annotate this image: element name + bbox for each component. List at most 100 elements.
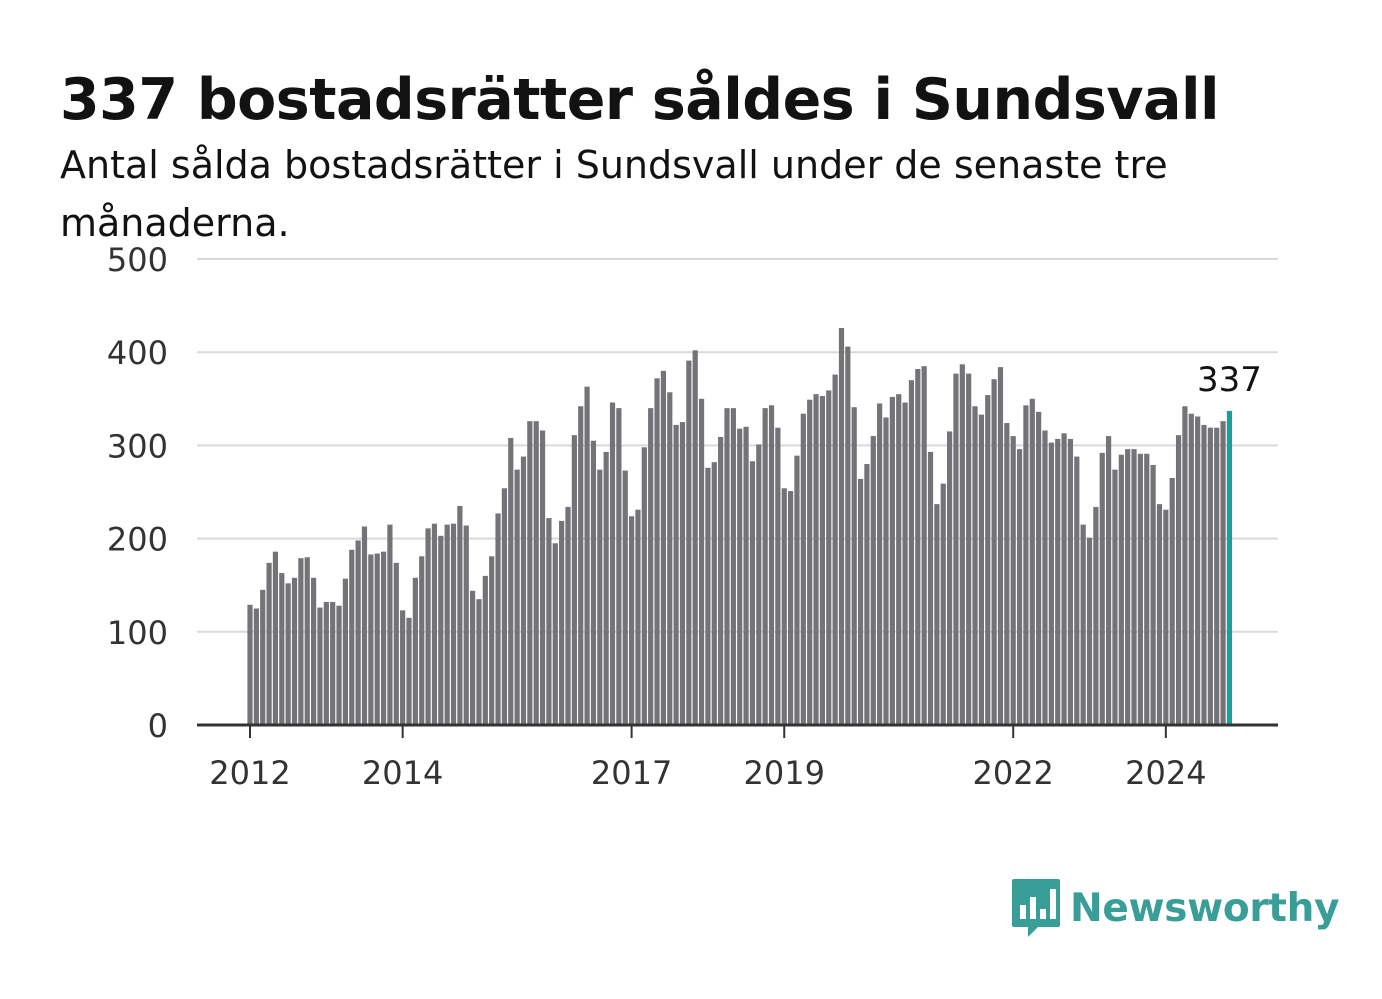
- bar: [692, 350, 698, 725]
- bar: [616, 408, 622, 725]
- bar: [794, 455, 800, 725]
- bar: [323, 601, 329, 725]
- bar: [1010, 436, 1016, 725]
- y-tick-label: 0: [148, 707, 168, 745]
- chart-title: 337 bostadsrätter såldes i Sundsvall: [60, 67, 1220, 133]
- bar: [508, 437, 514, 725]
- x-axis-ticks: 2012 2014 2017 2019 2022 2024: [209, 725, 1207, 792]
- bar: [991, 379, 997, 725]
- bar: [1201, 424, 1207, 725]
- bar: [978, 414, 984, 725]
- bar: [1214, 427, 1220, 725]
- bar: [622, 470, 628, 725]
- bar: [997, 367, 1004, 725]
- bar: [832, 374, 838, 725]
- newsworthy-logo: Newsworthy: [1010, 877, 1340, 939]
- bar: [1029, 398, 1035, 725]
- bar: [406, 617, 412, 725]
- bar: [342, 578, 348, 725]
- bar: [1067, 438, 1074, 725]
- bar: [800, 413, 806, 725]
- bar: [317, 607, 323, 725]
- chart-subtitle: Antal sålda bostadsrätter i Sundsvall un…: [60, 143, 1168, 245]
- bar: [431, 523, 438, 725]
- bar: [667, 392, 673, 725]
- bar: [438, 535, 444, 725]
- bar: [1118, 454, 1124, 725]
- bar: [463, 525, 469, 725]
- bar: [1150, 464, 1156, 725]
- bar: [609, 402, 616, 725]
- bar: [1175, 435, 1182, 725]
- bar: [501, 488, 507, 725]
- bar: [1137, 453, 1143, 725]
- bar: [762, 408, 768, 725]
- bar: [1055, 438, 1061, 725]
- bar: [1106, 436, 1112, 725]
- bar: [444, 524, 450, 725]
- bar: [1112, 469, 1118, 725]
- bar: [571, 435, 577, 725]
- bar: [768, 405, 775, 725]
- bar: [749, 461, 756, 725]
- bar: [584, 386, 590, 725]
- bar: [934, 504, 940, 725]
- bar: [495, 513, 501, 725]
- bar: [730, 408, 736, 725]
- y-tick-label: 400: [107, 334, 168, 372]
- bar: [1163, 509, 1169, 725]
- bar: [400, 610, 406, 725]
- bar: [470, 590, 476, 725]
- bar: [813, 394, 819, 725]
- y-tick-label: 500: [107, 241, 168, 279]
- x-tick-label: 2024: [1125, 754, 1206, 792]
- bar: [877, 403, 883, 725]
- bar: [826, 390, 832, 725]
- bar: [546, 518, 552, 725]
- bar: [291, 577, 298, 725]
- bar: [279, 573, 285, 725]
- bar: [718, 437, 724, 725]
- bar: [380, 551, 387, 725]
- bar: [648, 408, 654, 725]
- bar: [1125, 449, 1131, 725]
- x-tick-label: 2012: [209, 754, 290, 792]
- bar: [711, 462, 717, 725]
- bar: [476, 599, 482, 725]
- bar: [514, 469, 520, 725]
- bar: [921, 366, 927, 725]
- bar: [679, 422, 686, 725]
- bar: [908, 380, 915, 725]
- bar: [349, 549, 355, 725]
- bar: [1086, 537, 1093, 725]
- bar: [527, 421, 533, 725]
- bar: [819, 396, 825, 725]
- bar: [387, 524, 393, 725]
- bar: [641, 447, 647, 725]
- bar: [539, 430, 546, 725]
- x-tick-label: 2022: [972, 754, 1053, 792]
- bar: [959, 364, 965, 725]
- bar: [1074, 456, 1080, 725]
- highlighted-bar: [1226, 410, 1233, 725]
- bar: [915, 368, 921, 725]
- bar: [788, 491, 794, 725]
- bar: [845, 346, 851, 725]
- bar: [311, 577, 317, 725]
- bar: [629, 516, 635, 725]
- y-tick-label: 300: [107, 427, 168, 465]
- bar: [482, 575, 488, 725]
- bar: [756, 444, 762, 725]
- bar: [1004, 423, 1010, 725]
- bar: [1220, 421, 1226, 725]
- bar: [559, 520, 565, 725]
- bar: [1207, 427, 1213, 725]
- bar: [686, 360, 692, 725]
- bar: [393, 562, 399, 725]
- bar: [781, 488, 787, 725]
- bar: [266, 562, 272, 725]
- bar: [330, 601, 336, 725]
- bar: [654, 378, 660, 725]
- bar: [565, 506, 571, 725]
